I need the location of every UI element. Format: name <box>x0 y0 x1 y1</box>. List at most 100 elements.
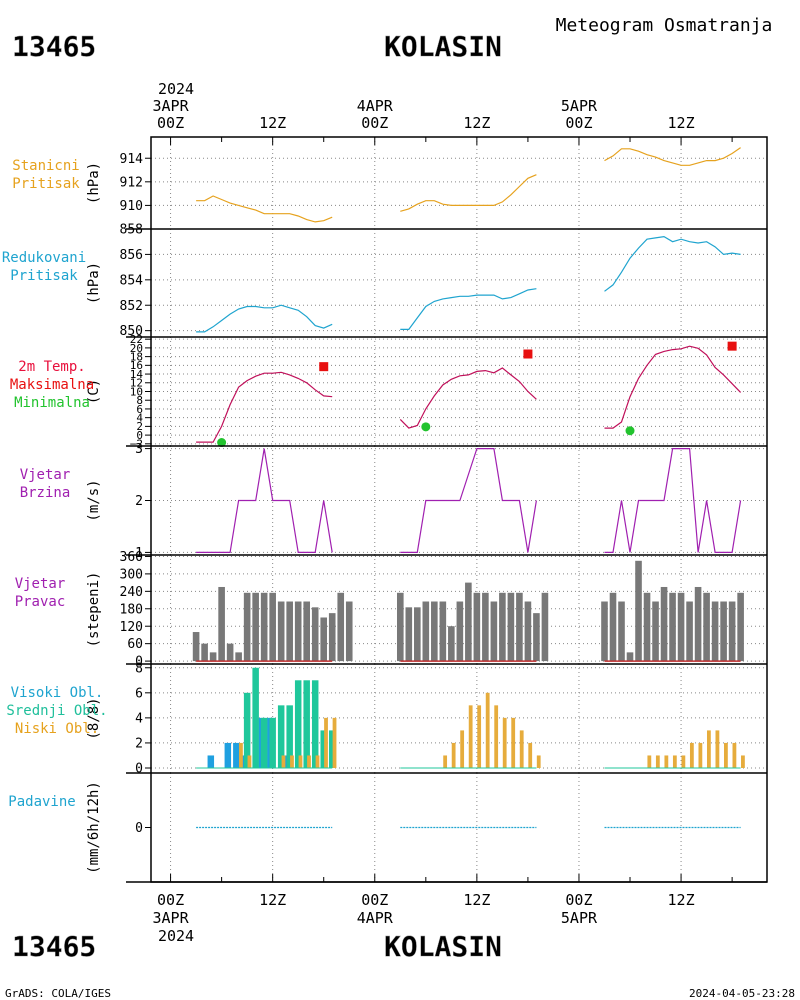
wind-dir-bar <box>652 601 659 662</box>
cloud-bar-low <box>298 755 303 768</box>
wind-dir-bar <box>720 601 727 662</box>
cloud-bar-low <box>647 755 652 768</box>
panel-clouds: 0 2 4 6 8 (8/8)Visoki Obl. Srednji Obl. Niski O… <box>6 661 767 777</box>
cloud-bar-low <box>655 755 660 768</box>
y-tick-label: 0 <box>135 821 143 836</box>
time-label-bottom: 12Z <box>463 891 490 909</box>
header: 13465 KOLASIN Meteogram Osmatranja 2024 … <box>5 15 795 1000</box>
cloud-bar-mid <box>311 680 319 768</box>
cloud-bar-high <box>233 742 240 768</box>
pressure_station-series-line <box>604 147 741 166</box>
wind-dir-bar <box>737 592 744 662</box>
cloud-bar-low <box>247 755 252 768</box>
y-tick-label: −2 <box>130 438 143 451</box>
wind-dir-bar <box>524 601 532 662</box>
y-tick-label: 2 <box>135 494 143 509</box>
y-axis-label: (hPa) <box>86 262 102 304</box>
cloud-bar-low <box>672 755 677 768</box>
cloud-bar-high <box>207 755 215 768</box>
wind-dir-bar <box>677 592 685 662</box>
panel-label-line: Pritisak <box>10 268 78 284</box>
wind-dir-bar <box>294 601 302 662</box>
cloud-bar-low <box>324 717 328 768</box>
time-label-bottom: 5APR <box>561 909 598 927</box>
wind-dir-bar <box>269 592 276 662</box>
y-tick-label: 4 <box>135 711 143 726</box>
cloud-bar-low <box>706 730 711 768</box>
y-tick-label: 60 <box>127 637 143 652</box>
wind-dir-bar <box>260 592 268 662</box>
wind_speed-series-line <box>400 448 537 553</box>
wind-dir-bar <box>192 632 200 662</box>
time-label-top: 12Z <box>259 114 286 132</box>
cloud-bar-low <box>460 730 465 768</box>
wind-dir-bar <box>345 601 353 662</box>
y-axis-label: (mm/6h/12h) <box>86 781 102 874</box>
wind-dir-bar <box>601 601 608 662</box>
cloud-bar-low <box>528 742 533 768</box>
wind-dir-bar <box>711 601 719 662</box>
time-label-top: 00Z <box>361 114 388 132</box>
panel-label-line: Pritisak <box>12 176 80 192</box>
cloud-bar-low <box>494 705 499 768</box>
plot-area: 910912914(hPa)StanicniPritisak8508528548… <box>2 97 768 927</box>
wind-dir-bar <box>277 601 285 662</box>
y-tick-label: 910 <box>120 199 143 214</box>
panel-wind_speed: 1 2 3 (m/s) Vjetar Brzina <box>20 442 767 561</box>
tmin-marker <box>421 422 431 432</box>
cloud-bar-low <box>536 755 541 768</box>
cloud-bar-mid <box>269 717 276 768</box>
cloud-bar-low <box>732 742 737 768</box>
time-label-top: 3APR <box>153 97 190 115</box>
wind-dir-bar <box>235 652 242 662</box>
time-label-top: 4APR <box>357 97 394 115</box>
y-tick-label: 20 <box>130 342 143 355</box>
time-label-bottom: 12Z <box>668 891 695 909</box>
y-tick-label: 2 <box>136 420 143 433</box>
wind-dir-bar <box>422 601 430 662</box>
panel-label-line: Vjetar <box>20 467 71 483</box>
y-tick-label: 0 <box>135 762 143 777</box>
time-label-top: 00Z <box>157 114 184 132</box>
y-tick-label: 240 <box>120 585 143 600</box>
y-tick-label: 14 <box>130 368 144 381</box>
wind-dir-bar <box>456 601 464 662</box>
panel-label-line: Pravac <box>15 594 66 610</box>
wind_speed-series-line <box>196 448 333 553</box>
cloud-bar-low <box>698 742 703 768</box>
wind-dir-bar <box>218 586 225 662</box>
y-tick-label: 850 <box>120 324 143 339</box>
temperature-series-line <box>604 345 742 429</box>
cloud-bar-low <box>315 755 320 768</box>
cloud-bar-low <box>451 742 456 768</box>
plot-frame <box>150 136 768 883</box>
panel-label-line: Niski Obl. <box>15 721 99 737</box>
tmax-marker <box>727 341 737 351</box>
station-name-bottom: KOLASIN <box>384 930 502 963</box>
cloud-bar-low <box>468 705 473 768</box>
tmin-marker <box>217 438 227 448</box>
wind-dir-bar <box>635 560 642 662</box>
wind-dir-bar <box>533 613 540 662</box>
wind-dir-bar <box>243 592 251 662</box>
cloud-bar-mid <box>303 680 310 768</box>
cloud-bar-low <box>290 755 294 768</box>
wind-dir-bar <box>328 613 336 662</box>
wind-dir-bar <box>337 592 345 662</box>
cloud-bar-low <box>715 730 720 768</box>
y-tick-label: 22 <box>130 333 143 346</box>
panel-pressure_station: 910 912 914 (hPa) Stanicni Pritisak <box>12 137 767 229</box>
time-label-bottom: 00Z <box>157 891 184 909</box>
bottom-year-label: 2024 <box>158 927 194 945</box>
wind-dir-bar <box>694 586 702 662</box>
time-label-top: 5APR <box>561 97 598 115</box>
wind-dir-bar <box>201 643 208 662</box>
wind-dir-bar <box>286 601 293 662</box>
y-tick-label: 854 <box>120 273 144 288</box>
time-label-top: 12Z <box>668 114 695 132</box>
wind-dir-bar <box>465 582 472 662</box>
station-id-bottom: 13465 <box>12 930 96 963</box>
y-axis-label: (stepeni) <box>86 572 102 648</box>
cloud-bar-low <box>511 717 516 768</box>
